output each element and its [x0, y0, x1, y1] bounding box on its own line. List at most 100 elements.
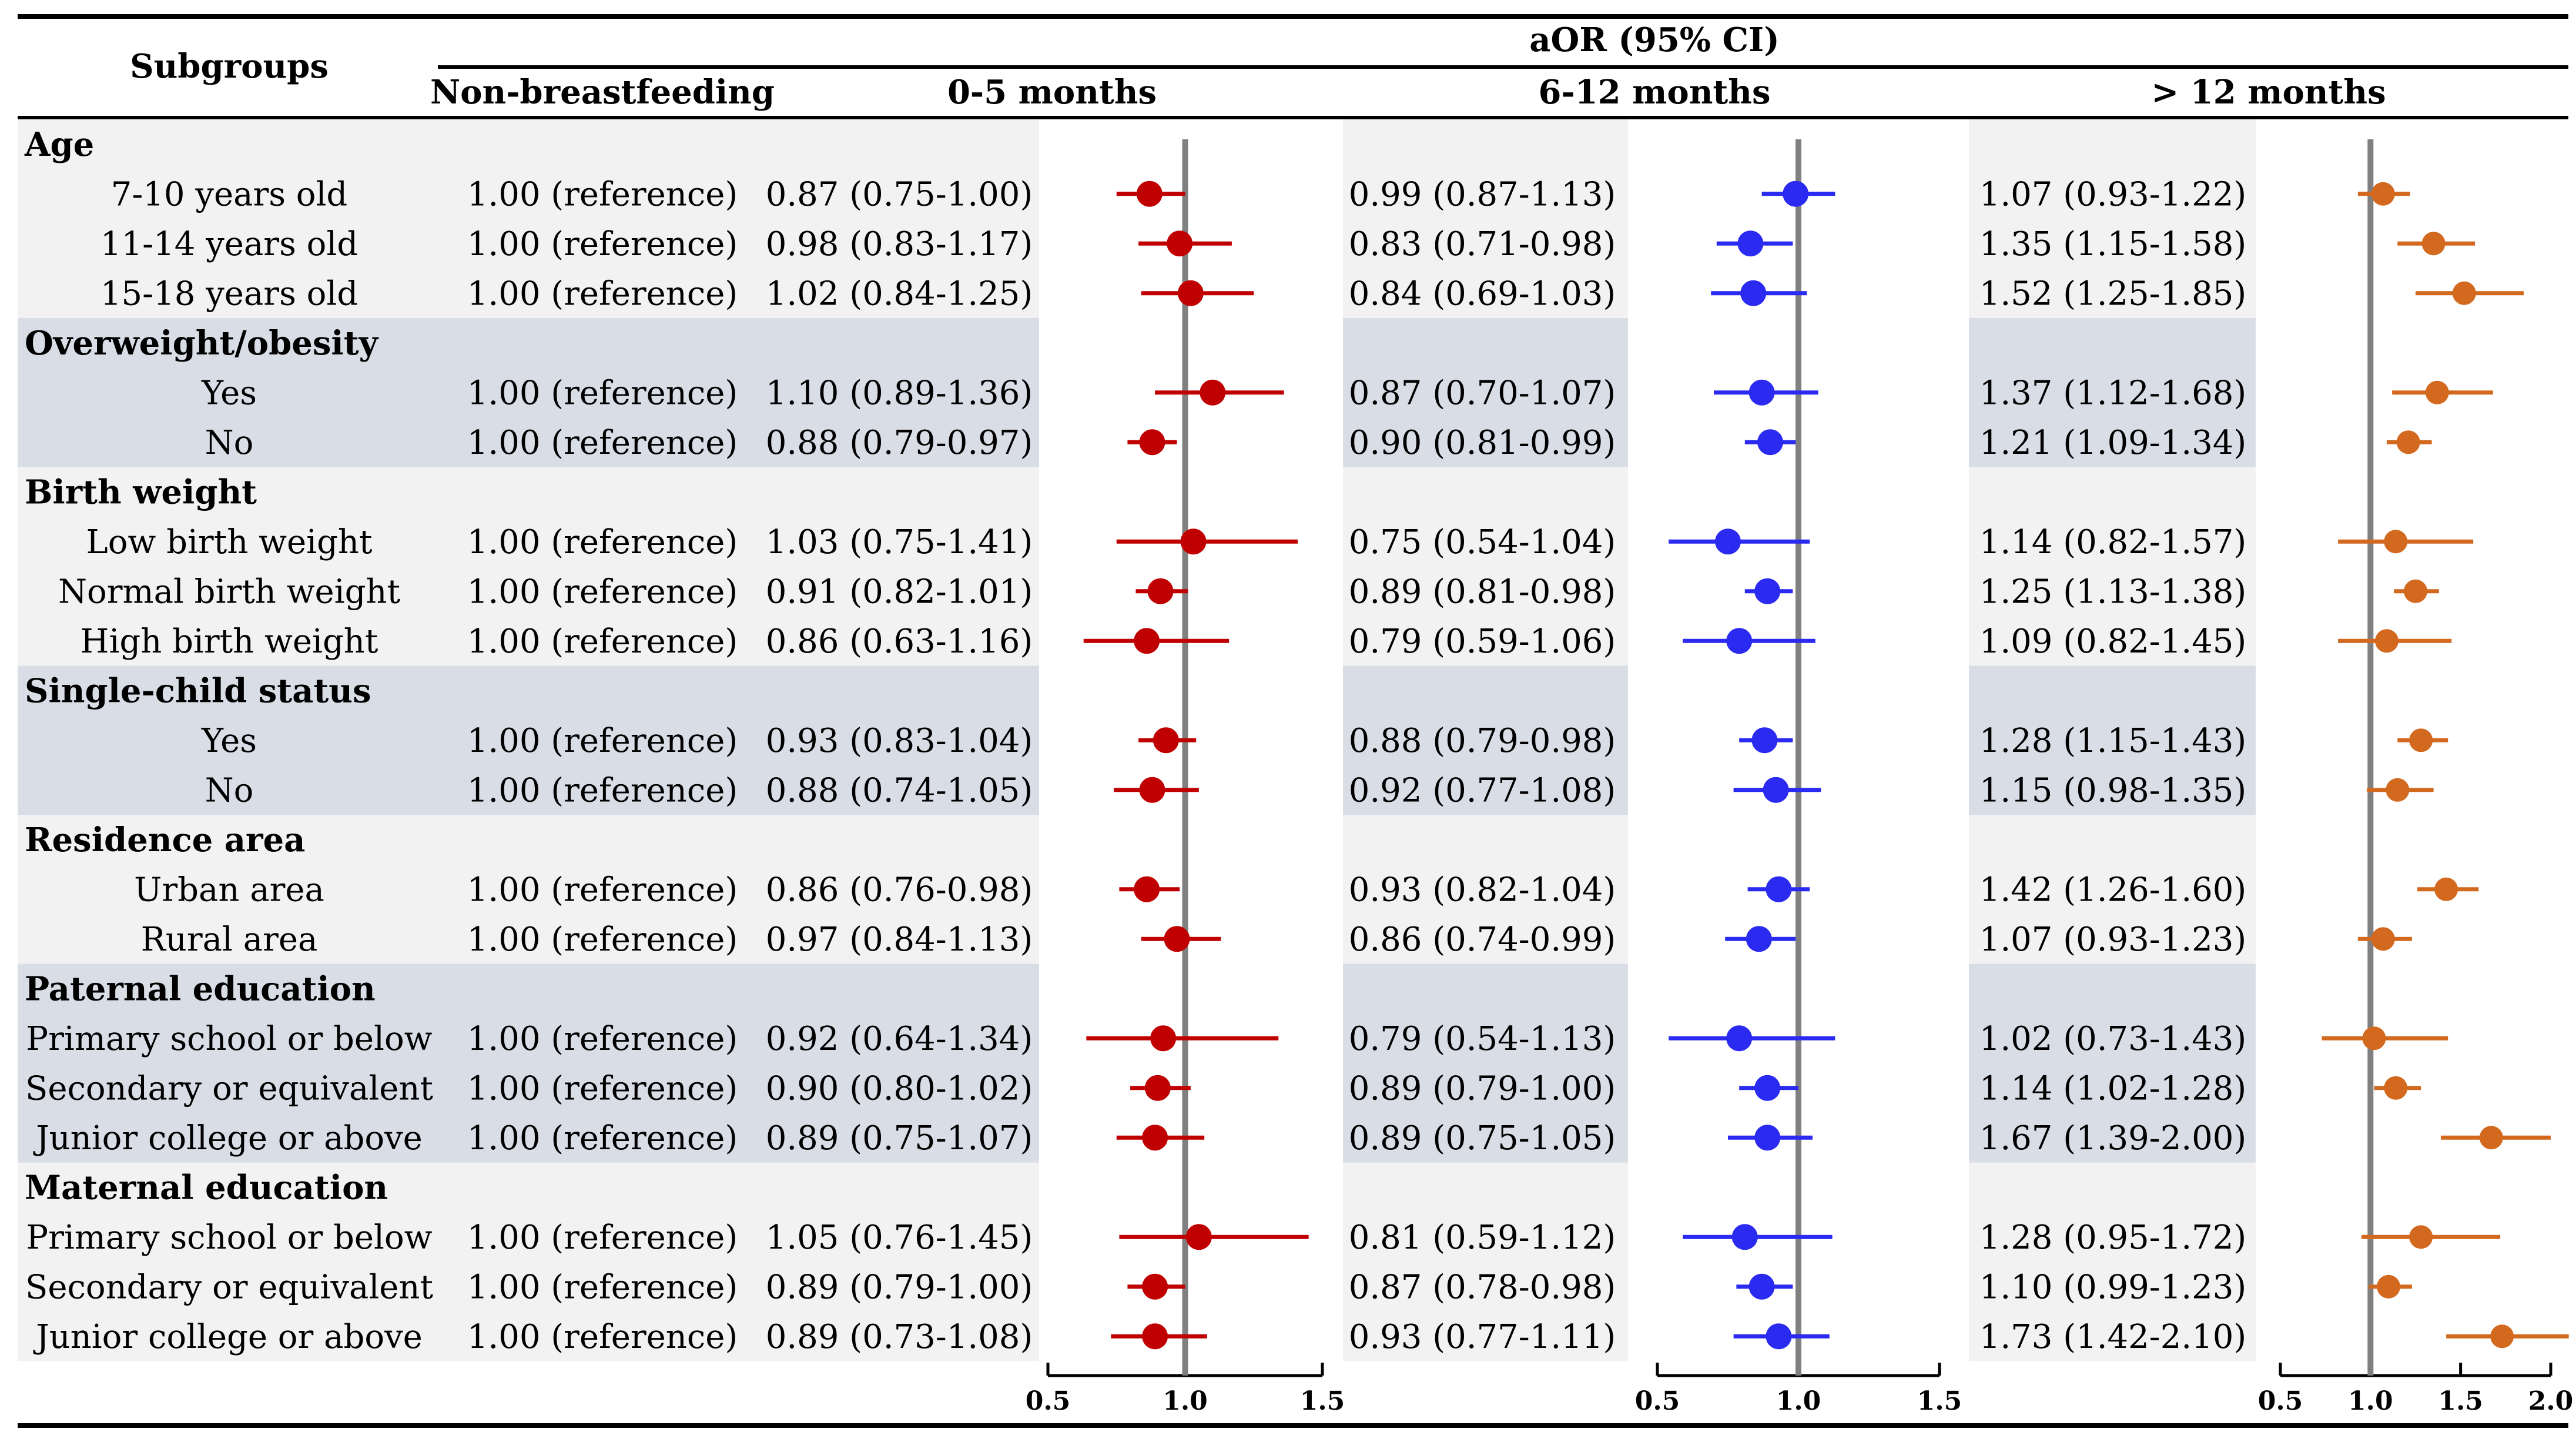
reference-value: 1.00 (reference) — [467, 1318, 738, 1356]
reference-value: 1.00 (reference) — [467, 374, 738, 412]
subgroup-label: 7-10 years old — [111, 175, 348, 213]
subgroup-label: Low birth weight — [86, 523, 373, 561]
ci-12plus-months: 1.28 (1.15-1.43) — [1979, 722, 2246, 760]
or-point — [2377, 1274, 2400, 1299]
or-point — [2362, 1026, 2386, 1050]
ci-0-5-months: 0.90 (0.80-1.02) — [766, 1069, 1033, 1108]
or-point — [2384, 1076, 2408, 1100]
ci-6-12-months: 0.83 (0.71-0.98) — [1349, 225, 1616, 263]
forest-panel-series-12plus: 0.5 1.0 1.5 2.0 — [2258, 139, 2574, 1416]
group-shade — [1969, 119, 2256, 318]
ci-0-5-months: 1.02 (0.84-1.25) — [766, 275, 1033, 313]
subgroup-label: Rural area — [141, 921, 318, 959]
or-point — [1142, 1125, 1168, 1151]
group-shade — [18, 119, 1039, 318]
ci-0-5-months: 0.89 (0.75-1.07) — [766, 1119, 1033, 1157]
ci-12plus-months: 1.42 (1.26-1.60) — [1979, 871, 2246, 909]
or-point — [1134, 876, 1160, 902]
ci-12plus-months: 1.21 (1.09-1.34) — [1979, 424, 2246, 462]
ci-6-12-months: 0.89 (0.79-1.00) — [1349, 1069, 1616, 1108]
or-point — [2404, 579, 2427, 603]
ci-0-5-months: 1.05 (0.76-1.45) — [766, 1219, 1033, 1257]
or-point — [1757, 429, 1783, 456]
x-tick-label: 0.5 — [1635, 1386, 1680, 1416]
group-title: Paternal education — [25, 969, 376, 1008]
group-shade — [1969, 815, 2256, 964]
or-point — [1748, 379, 1775, 406]
ci-6-12-months: 0.84 (0.69-1.03) — [1349, 275, 1616, 313]
ci-0-5-months: 0.89 (0.79-1.00) — [766, 1268, 1033, 1306]
x-tick-label: 1.0 — [1776, 1386, 1821, 1416]
ci-6-12-months: 0.99 (0.87-1.13) — [1349, 175, 1616, 213]
or-point — [1731, 1224, 1758, 1250]
ci-6-12-months: 0.93 (0.77-1.11) — [1349, 1318, 1616, 1356]
group-shade — [18, 467, 1039, 666]
ci-0-5-months: 0.89 (0.73-1.08) — [766, 1318, 1033, 1356]
ci-6-12-months: 0.89 (0.75-1.05) — [1349, 1119, 1616, 1157]
ci-0-5-months: 0.88 (0.74-1.05) — [766, 771, 1033, 809]
or-point — [1737, 230, 1764, 257]
group-shade — [1969, 963, 2256, 1163]
group-title: Age — [24, 125, 94, 164]
ci-0-5-months: 0.92 (0.64-1.34) — [766, 1020, 1033, 1058]
x-tick-label: 2.0 — [2528, 1386, 2574, 1416]
or-point — [2434, 877, 2458, 901]
ci-0-5-months: 1.03 (0.75-1.41) — [766, 523, 1033, 561]
or-point — [1200, 379, 1226, 406]
row-shading — [18, 119, 2256, 1361]
reference-value: 1.00 (reference) — [467, 1020, 738, 1058]
x-tick-label: 0.5 — [2258, 1386, 2303, 1416]
ci-12plus-months: 1.07 (0.93-1.23) — [1979, 921, 2246, 959]
x-tick-label: 1.0 — [1163, 1386, 1208, 1416]
ci-0-5-months: 1.10 (0.89-1.36) — [766, 374, 1033, 412]
ci-12plus-months: 1.35 (1.15-1.58) — [1979, 225, 2246, 263]
ci-12plus-months: 1.14 (1.02-1.28) — [1979, 1069, 2246, 1108]
or-point — [1726, 1025, 1753, 1052]
reference-value: 1.00 (reference) — [467, 1219, 738, 1257]
or-point — [1167, 230, 1193, 257]
ci-0-5-months: 0.86 (0.76-0.98) — [766, 871, 1033, 909]
reference-value: 1.00 (reference) — [467, 623, 738, 661]
header-12plus-months: > 12 months — [2151, 73, 2386, 112]
ci-0-5-months: 0.91 (0.82-1.01) — [766, 573, 1033, 611]
or-point — [1147, 578, 1174, 604]
ci-12plus-months: 1.10 (0.99-1.23) — [1979, 1268, 2246, 1306]
ci-12plus-months: 1.09 (0.82-1.45) — [1979, 623, 2246, 661]
ci-12plus-months: 1.73 (1.42-2.10) — [1979, 1318, 2246, 1356]
x-tick-label: 1.5 — [1917, 1386, 1962, 1416]
x-tick-label: 1.0 — [2348, 1386, 2393, 1416]
or-point — [1134, 628, 1160, 654]
or-point — [1142, 1273, 1168, 1300]
subgroup-label: 11-14 years old — [101, 225, 358, 263]
table-rules — [18, 14, 2568, 1428]
or-point — [2409, 1225, 2433, 1249]
subgroup-label: Primary school or below — [26, 1219, 432, 1257]
ci-0-5-months: 0.86 (0.63-1.16) — [766, 623, 1033, 661]
ci-0-5-months: 0.93 (0.83-1.04) — [766, 722, 1033, 760]
subgroup-label: Primary school or below — [26, 1020, 432, 1058]
or-point — [1136, 180, 1163, 207]
or-point — [1754, 1075, 1781, 1101]
ci-6-12-months: 0.79 (0.54-1.13) — [1349, 1020, 1616, 1058]
ci-6-12-months: 0.88 (0.79-0.98) — [1349, 722, 1616, 760]
or-point — [1740, 280, 1767, 306]
or-point — [2421, 232, 2446, 256]
x-tick-label: 1.5 — [1300, 1386, 1345, 1416]
ci-6-12-months: 0.86 (0.74-0.99) — [1349, 921, 1616, 959]
subgroup-label: Urban area — [134, 871, 324, 909]
ci-6-12-months: 0.81 (0.59-1.12) — [1349, 1219, 1616, 1257]
group-shade — [18, 963, 1039, 1163]
forest-panel-series-0-5: 0.5 1.0 1.5 — [1026, 139, 1345, 1416]
ci-6-12-months: 0.87 (0.78-0.98) — [1349, 1268, 1616, 1306]
subgroup-label: Secondary or equivalent — [25, 1268, 433, 1306]
ci-0-5-months: 0.97 (0.84-1.13) — [766, 921, 1033, 959]
group-shade — [1343, 318, 1628, 467]
x-tick-label: 1.5 — [2438, 1386, 2483, 1416]
group-shade — [1343, 815, 1628, 964]
ci-6-12-months: 0.90 (0.81-0.99) — [1349, 424, 1616, 462]
header-6-12-months: 6-12 months — [1538, 73, 1770, 112]
ci-6-12-months: 0.87 (0.70-1.07) — [1349, 374, 1616, 412]
or-point — [1754, 578, 1781, 604]
ci-0-5-months: 0.87 (0.75-1.00) — [766, 175, 1033, 213]
group-shade — [1969, 665, 2256, 815]
